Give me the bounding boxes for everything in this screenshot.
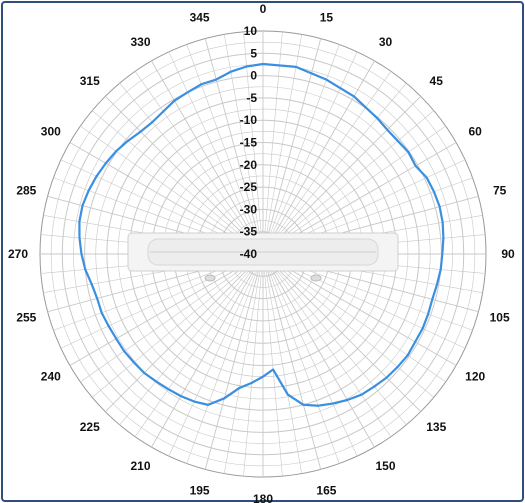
grid-spoke [223, 253, 264, 474]
grid-spoke [186, 253, 264, 464]
radial-tick-label: -10 [240, 113, 258, 127]
grid-spoke [262, 60, 375, 255]
angular-tick-label: 285 [16, 184, 36, 198]
grid-spoke [262, 82, 407, 255]
series-line [78, 62, 445, 407]
grid-spoke [262, 253, 322, 470]
grid-spoke [204, 253, 264, 470]
grid-spoke [262, 51, 358, 255]
angular-tick-label: 330 [130, 35, 150, 49]
grid-spoke [119, 253, 264, 426]
grid-spoke [151, 253, 264, 448]
angular-tick-label: 255 [16, 310, 36, 324]
angular-tick-label: 105 [490, 310, 510, 324]
radial-tick-label: -5 [246, 91, 257, 105]
angular-tick-label: 30 [379, 35, 393, 49]
radial-tick-label: 0 [250, 69, 257, 83]
angular-tick-label: 120 [465, 370, 485, 384]
grid-spoke [91, 253, 264, 398]
angular-tick-label: 75 [493, 184, 507, 198]
angular-tick-label: 45 [430, 74, 444, 88]
angular-tick-label: 240 [41, 370, 61, 384]
grid-spoke [262, 110, 435, 255]
grid-spoke [186, 44, 264, 255]
radial-tick-label: -35 [240, 225, 258, 239]
angular-tick-label: 180 [253, 492, 273, 503]
grid-spoke [262, 253, 446, 383]
angular-tick-label: 345 [190, 10, 210, 24]
grid-spoke [204, 38, 264, 255]
grid-spoke [91, 110, 264, 255]
grid-spoke [262, 253, 303, 474]
grid-spoke [168, 253, 264, 457]
series-layer [78, 62, 445, 407]
grid-spoke [262, 253, 358, 457]
angular-tick-label: 90 [501, 247, 515, 261]
angular-tick-label: 300 [41, 125, 61, 139]
radial-tick-labels: 10 5 0 -5 -10 -15 -20 -25 -30 -35 -40 [240, 24, 258, 261]
grid-spoke [134, 71, 264, 255]
angular-tick-label: 210 [130, 459, 150, 473]
grid-spoke [80, 253, 264, 383]
radial-tick-label: 10 [244, 24, 258, 38]
angular-tick-label: 15 [320, 10, 334, 24]
radial-tick-label: -40 [240, 247, 258, 261]
angular-tick-label: 60 [468, 125, 482, 139]
device-outline [127, 232, 399, 282]
grid-spoke [262, 253, 283, 477]
grid-spoke [262, 253, 392, 437]
grid-spoke [134, 253, 264, 437]
grid-spoke [262, 31, 283, 255]
angular-tick-label: 165 [316, 484, 336, 498]
grid-spoke [168, 51, 264, 255]
grid-spoke [104, 253, 264, 413]
grid-spoke [262, 38, 322, 255]
grid-spoke [262, 95, 422, 255]
grid-spoke [151, 60, 264, 255]
grid-spoke [262, 253, 422, 413]
angular-tick-label: 135 [426, 420, 446, 434]
angular-tick-label: 0 [260, 2, 267, 16]
radial-tick-label: -15 [240, 136, 258, 150]
grid-spoke [262, 253, 340, 464]
grid-spoke [69, 253, 264, 366]
grid-spoke [104, 95, 264, 255]
grid-spoke [262, 253, 435, 398]
grid-spoke [262, 34, 303, 255]
grid-spoke [243, 31, 264, 255]
grid-spoke [243, 253, 264, 477]
angular-tick-label: 315 [80, 74, 100, 88]
radial-tick-label: 5 [250, 46, 257, 60]
radial-tick-label: -25 [240, 180, 258, 194]
grid-spoke [119, 82, 264, 255]
angular-tick-label: 225 [80, 420, 100, 434]
grid-spoke [262, 253, 375, 448]
angular-tick-label: 195 [190, 484, 210, 498]
radial-tick-label: -30 [240, 202, 258, 216]
angular-tick-label: 150 [375, 459, 395, 473]
radial-tick-label: -20 [240, 158, 258, 172]
grid-spoke [262, 253, 457, 366]
grid-spoke [262, 71, 392, 255]
angular-tick-labels: 0153045607590105120135150165180195210225… [8, 2, 515, 503]
grid-spoke [262, 253, 407, 426]
angular-tick-label: 270 [8, 247, 28, 261]
